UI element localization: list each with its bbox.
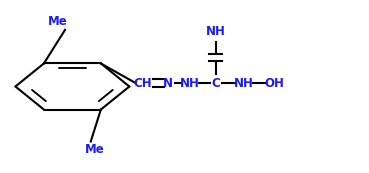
Text: Me: Me	[85, 143, 104, 157]
Text: NH: NH	[180, 77, 200, 90]
Text: OH: OH	[265, 77, 284, 90]
Text: C: C	[211, 77, 220, 90]
Text: Me: Me	[48, 15, 68, 28]
Text: NH: NH	[206, 25, 226, 38]
Text: NH: NH	[233, 77, 253, 90]
Text: N: N	[163, 77, 173, 90]
Text: CH: CH	[133, 77, 152, 90]
